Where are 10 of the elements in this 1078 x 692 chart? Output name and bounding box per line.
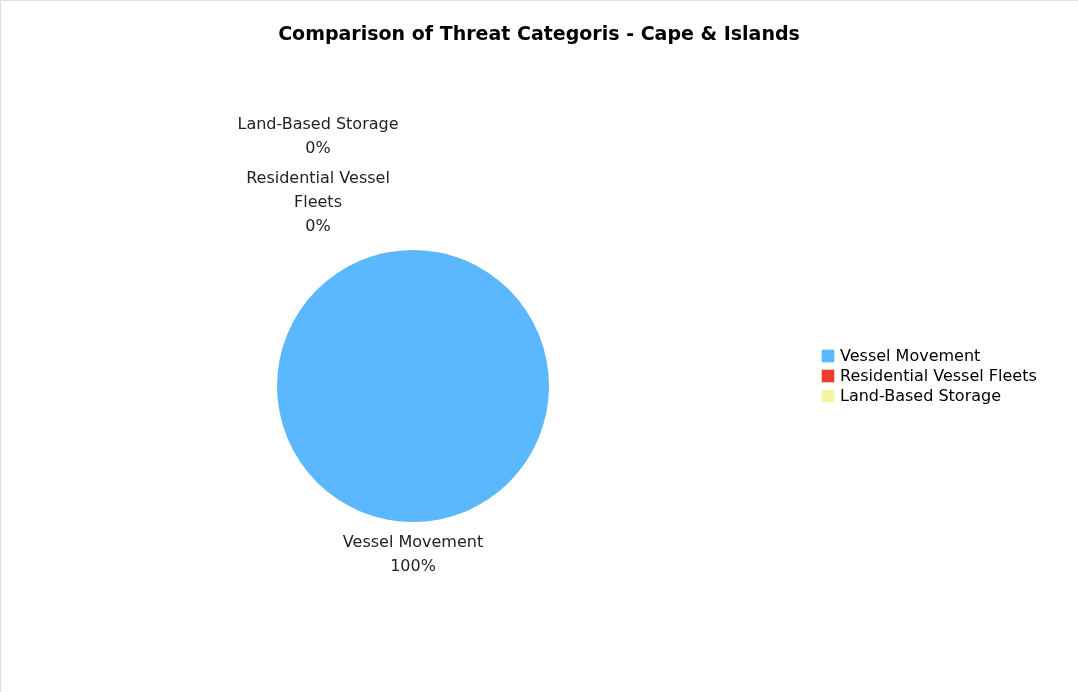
category-label: Residential Vessel Fleets bbox=[246, 168, 390, 211]
text: 0% bbox=[305, 138, 331, 157]
legend-label: Land-Based Storage bbox=[840, 386, 1002, 405]
legend-label: Residential Vessel Fleets bbox=[840, 366, 1037, 385]
data-label: 100% bbox=[390, 556, 436, 575]
category-label: Land-Based Storage bbox=[237, 114, 399, 133]
slice-label: Vessel Movement bbox=[342, 532, 484, 551]
chart-title: Comparison of Threat Categoris - Cape & Islands bbox=[278, 22, 800, 44]
text: 0% bbox=[305, 216, 331, 235]
legend-label: Vessel Movement bbox=[840, 346, 981, 365]
